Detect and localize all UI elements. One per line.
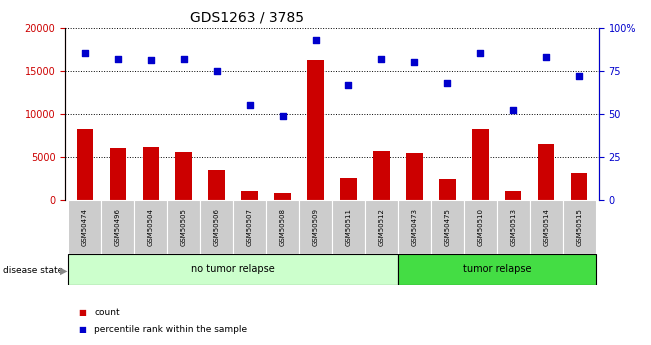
Text: ■: ■ bbox=[78, 325, 86, 334]
Bar bbox=[398, 200, 431, 254]
Text: GSM50508: GSM50508 bbox=[279, 208, 286, 246]
Bar bbox=[464, 200, 497, 254]
Point bbox=[79, 51, 90, 56]
Point bbox=[343, 82, 353, 87]
Bar bbox=[562, 200, 596, 254]
Point bbox=[442, 80, 452, 86]
Point bbox=[212, 68, 222, 73]
Text: GSM50507: GSM50507 bbox=[247, 208, 253, 246]
Point bbox=[541, 54, 551, 60]
Bar bbox=[143, 148, 159, 200]
Bar bbox=[340, 178, 357, 200]
Bar bbox=[332, 200, 365, 254]
Text: GSM50504: GSM50504 bbox=[148, 208, 154, 246]
Bar bbox=[439, 179, 456, 200]
Text: ▶: ▶ bbox=[60, 266, 68, 276]
Bar bbox=[431, 200, 464, 254]
Text: GSM50514: GSM50514 bbox=[543, 208, 549, 246]
Text: GSM50509: GSM50509 bbox=[312, 208, 318, 246]
Text: percentile rank within the sample: percentile rank within the sample bbox=[94, 325, 247, 334]
Bar bbox=[77, 128, 93, 200]
Text: no tumor relapse: no tumor relapse bbox=[191, 264, 275, 274]
Bar bbox=[208, 170, 225, 200]
Text: GSM50506: GSM50506 bbox=[214, 208, 219, 246]
Point bbox=[409, 59, 420, 65]
Point bbox=[508, 108, 518, 113]
Text: GSM50474: GSM50474 bbox=[82, 208, 88, 246]
Bar bbox=[167, 200, 201, 254]
Bar bbox=[109, 148, 126, 200]
Bar bbox=[472, 129, 488, 200]
Bar bbox=[233, 200, 266, 254]
Bar bbox=[530, 200, 562, 254]
Bar bbox=[307, 60, 324, 200]
Point bbox=[113, 56, 123, 61]
Bar bbox=[102, 200, 134, 254]
Bar bbox=[266, 200, 299, 254]
Bar bbox=[538, 144, 555, 200]
Bar bbox=[274, 193, 291, 200]
Point bbox=[178, 56, 189, 61]
Text: ■: ■ bbox=[78, 308, 86, 317]
Text: disease state: disease state bbox=[3, 266, 64, 275]
Text: tumor relapse: tumor relapse bbox=[462, 264, 531, 274]
Text: GSM50515: GSM50515 bbox=[576, 208, 582, 246]
Text: GSM50505: GSM50505 bbox=[181, 208, 187, 246]
Bar bbox=[68, 254, 398, 285]
Point bbox=[574, 73, 585, 79]
Bar bbox=[398, 254, 596, 285]
Text: GSM50511: GSM50511 bbox=[346, 208, 352, 246]
Bar bbox=[373, 151, 390, 200]
Bar bbox=[497, 200, 530, 254]
Point bbox=[475, 51, 486, 56]
Text: GSM50512: GSM50512 bbox=[378, 208, 385, 246]
Text: count: count bbox=[94, 308, 120, 317]
Text: GSM50473: GSM50473 bbox=[411, 208, 417, 246]
Bar bbox=[299, 200, 332, 254]
Bar bbox=[406, 152, 422, 200]
Point bbox=[311, 37, 321, 42]
Point bbox=[244, 102, 255, 108]
Point bbox=[277, 113, 288, 118]
Text: GSM50475: GSM50475 bbox=[445, 208, 450, 246]
Bar bbox=[571, 172, 587, 200]
Bar bbox=[201, 200, 233, 254]
Bar bbox=[242, 190, 258, 200]
Text: GDS1263 / 3785: GDS1263 / 3785 bbox=[190, 10, 305, 24]
Point bbox=[376, 56, 387, 61]
Bar bbox=[68, 200, 102, 254]
Bar bbox=[176, 152, 192, 200]
Text: GSM50510: GSM50510 bbox=[477, 208, 483, 246]
Text: GSM50496: GSM50496 bbox=[115, 208, 121, 246]
Text: GSM50513: GSM50513 bbox=[510, 208, 516, 246]
Point bbox=[146, 58, 156, 63]
Bar bbox=[505, 190, 521, 200]
Bar bbox=[134, 200, 167, 254]
Bar bbox=[365, 200, 398, 254]
